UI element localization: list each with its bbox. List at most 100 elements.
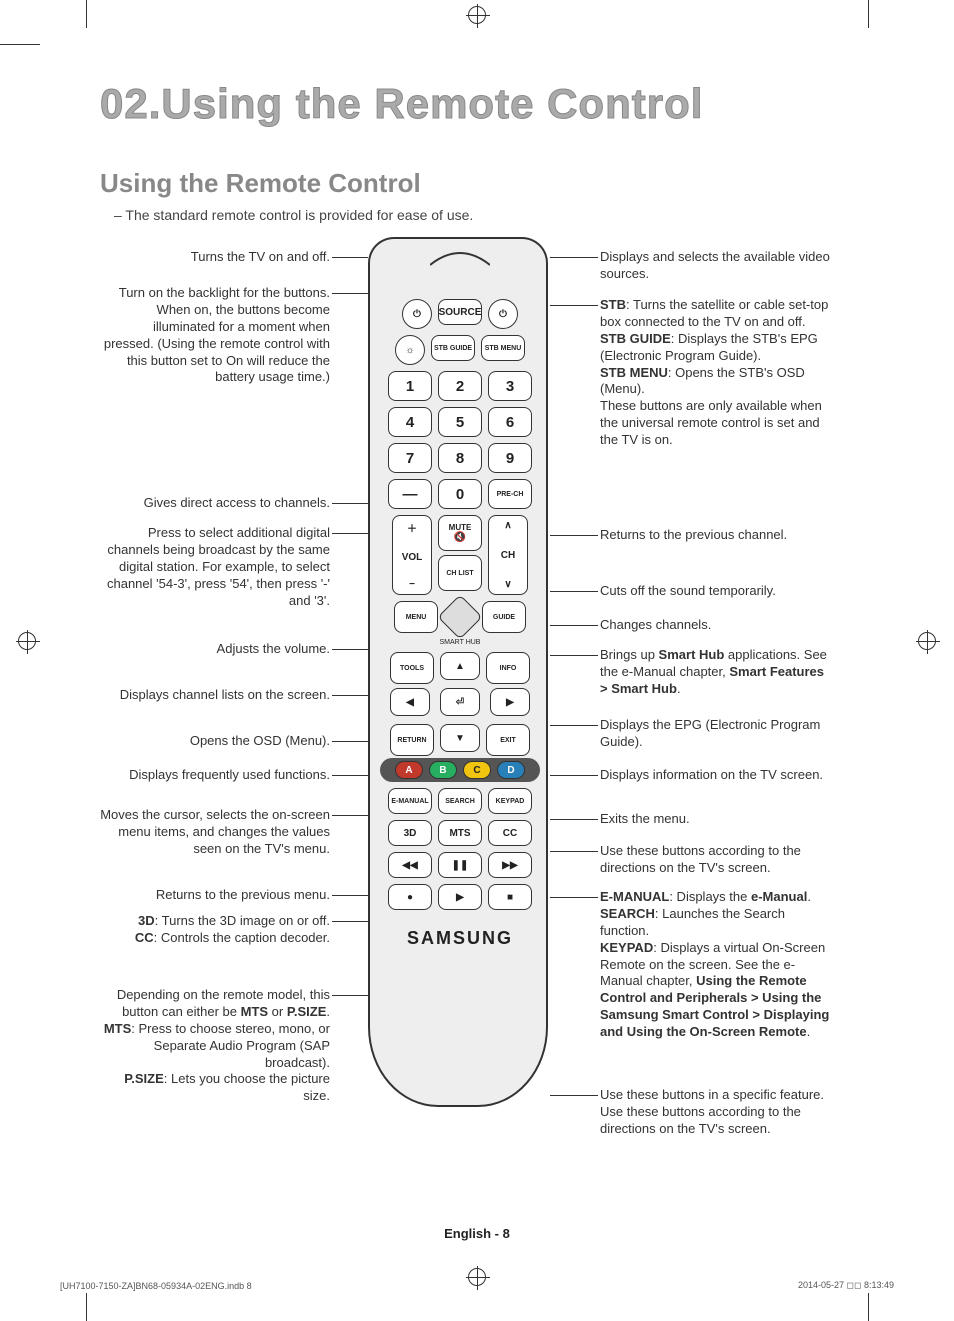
num-3[interactable]: 3 bbox=[488, 371, 532, 401]
num-4[interactable]: 4 bbox=[388, 407, 432, 437]
right-leader-2 bbox=[550, 535, 598, 536]
crop-tl-h bbox=[0, 44, 40, 45]
record-button[interactable]: ● bbox=[388, 884, 432, 910]
mute-icon: 🔇 bbox=[454, 532, 466, 543]
right-callout-7: Displays information on the TV screen. bbox=[600, 767, 830, 784]
menu-button[interactable]: MENU bbox=[394, 601, 438, 633]
left-callout-3: Press to select additional digital chann… bbox=[100, 525, 330, 609]
stb-menu-button[interactable]: STB MENU bbox=[481, 335, 525, 361]
reg-bottom bbox=[468, 1268, 486, 1286]
mts-button[interactable]: MTS bbox=[438, 820, 482, 846]
dpad-right[interactable]: ▶ bbox=[490, 688, 530, 716]
cc-button[interactable]: CC bbox=[488, 820, 532, 846]
ch-list-button[interactable]: CH LIST bbox=[438, 555, 482, 591]
play-button[interactable]: ▶ bbox=[438, 884, 482, 910]
right-callout-10: E-MANUAL: Displays the e-Manual.SEARCH: … bbox=[600, 889, 830, 1041]
dpad-left[interactable]: ◀ bbox=[390, 688, 430, 716]
smart-hub-label: SMART HUB bbox=[440, 639, 481, 646]
smart-hub-button[interactable] bbox=[437, 594, 482, 639]
row-abcd: A B C D bbox=[380, 758, 540, 782]
print-meta-right: 2014-05-27 ◻◻ 8:13:49 bbox=[798, 1280, 894, 1291]
num-5[interactable]: 5 bbox=[438, 407, 482, 437]
color-a-button[interactable]: A bbox=[395, 761, 423, 779]
exit-button[interactable]: EXIT bbox=[486, 724, 530, 756]
num-8[interactable]: 8 bbox=[438, 443, 482, 473]
dpad-enter[interactable]: ⏎ bbox=[440, 688, 480, 716]
stb-power-button[interactable]: ⏻ bbox=[488, 299, 518, 329]
ir-window-icon bbox=[430, 247, 490, 267]
left-leader-10 bbox=[332, 921, 368, 922]
guide-button[interactable]: GUIDE bbox=[482, 601, 526, 633]
brand-logo: SAMSUNG bbox=[407, 928, 513, 949]
search-button[interactable]: SEARCH bbox=[438, 788, 482, 814]
right-leader-3 bbox=[550, 591, 598, 592]
left-callout-10: 3D: Turns the 3D image on or off.CC: Con… bbox=[100, 913, 330, 947]
chapter-title: 02.Using the Remote Control bbox=[100, 80, 854, 128]
emanual-button[interactable]: E-MANUAL bbox=[388, 788, 432, 814]
right-leader-5 bbox=[550, 655, 598, 656]
right-callout-8: Exits the menu. bbox=[600, 811, 830, 828]
right-callout-5: Brings up Smart Hub applications. See th… bbox=[600, 647, 830, 698]
right-callout-11: Use these buttons in a specific feature.… bbox=[600, 1087, 830, 1138]
num-0[interactable]: 0 bbox=[438, 479, 482, 509]
pre-ch-button[interactable]: PRE-CH bbox=[488, 479, 532, 509]
return-button[interactable]: RETURN bbox=[390, 724, 434, 756]
left-callout-8: Moves the cursor, selects the on-screen … bbox=[100, 807, 330, 858]
row-num2: 4 5 6 bbox=[380, 407, 540, 437]
num-2[interactable]: 2 bbox=[438, 371, 482, 401]
row-num4: — 0 PRE-CH bbox=[380, 479, 540, 509]
forward-button[interactable]: ▶▶ bbox=[488, 852, 532, 878]
stb-guide-button[interactable]: STB GUIDE bbox=[431, 335, 475, 361]
row-menu-guide: MENU GUIDE bbox=[380, 601, 540, 633]
num-1[interactable]: 1 bbox=[388, 371, 432, 401]
crop-bl-v bbox=[86, 1293, 87, 1321]
left-callout-9: Returns to the previous menu. bbox=[100, 887, 330, 904]
color-c-button[interactable]: C bbox=[463, 761, 491, 779]
right-callout-6: Displays the EPG (Electronic Program Gui… bbox=[600, 717, 830, 751]
num-6[interactable]: 6 bbox=[488, 407, 532, 437]
color-b-button[interactable]: B bbox=[429, 761, 457, 779]
stop-button[interactable]: ■ bbox=[488, 884, 532, 910]
reg-right bbox=[918, 632, 936, 650]
num-7[interactable]: 7 bbox=[388, 443, 432, 473]
crop-tl-v bbox=[86, 0, 87, 28]
pause-button[interactable]: ❚❚ bbox=[438, 852, 482, 878]
remote-body: ⏻ SOURCE ⏻ ☼ STB GUIDE STB MENU 1 2 3 4 … bbox=[368, 237, 548, 1107]
row-transport1: ◀◀ ❚❚ ▶▶ bbox=[380, 852, 540, 878]
left-leader-11 bbox=[332, 995, 368, 996]
vol-label: VOL bbox=[402, 552, 423, 563]
keypad-button[interactable]: KEYPAD bbox=[488, 788, 532, 814]
dpad-down[interactable]: ▼ bbox=[440, 724, 480, 752]
backlight-button[interactable]: ☼ bbox=[395, 335, 425, 365]
row-num1: 1 2 3 bbox=[380, 371, 540, 401]
left-callout-0: Turns the TV on and off. bbox=[100, 249, 330, 266]
ch-up-icon: ∧ bbox=[504, 520, 511, 531]
right-leader-1 bbox=[550, 305, 598, 306]
vol-down-icon: − bbox=[409, 579, 415, 590]
reg-top bbox=[468, 6, 486, 24]
rewind-button[interactable]: ◀◀ bbox=[388, 852, 432, 878]
info-button[interactable]: INFO bbox=[486, 652, 530, 684]
section-title: Using the Remote Control bbox=[100, 168, 854, 199]
right-leader-7 bbox=[550, 775, 598, 776]
vol-up-icon: ＋ bbox=[407, 520, 417, 535]
row-emanual: E-MANUAL SEARCH KEYPAD bbox=[380, 788, 540, 814]
row-stb: ☼ STB GUIDE STB MENU bbox=[380, 335, 540, 365]
color-d-button[interactable]: D bbox=[497, 761, 525, 779]
mute-button[interactable]: MUTE 🔇 bbox=[438, 515, 482, 551]
dpad-up[interactable]: ▲ bbox=[440, 652, 480, 680]
3d-button[interactable]: 3D bbox=[388, 820, 432, 846]
source-button[interactable]: SOURCE bbox=[438, 299, 482, 325]
right-leader-8 bbox=[550, 819, 598, 820]
num-9[interactable]: 9 bbox=[488, 443, 532, 473]
channel-rocker[interactable]: ∧ CH ∨ bbox=[488, 515, 528, 595]
left-leader-5 bbox=[332, 695, 368, 696]
left-callout-5: Displays channel lists on the screen. bbox=[100, 687, 330, 704]
tools-button[interactable]: TOOLS bbox=[390, 652, 434, 684]
dash-button[interactable]: — bbox=[388, 479, 432, 509]
dpad: TOOLS ▲ INFO ◀ ⏎ ▶ RETURN ▼ EXIT bbox=[390, 652, 530, 752]
power-button[interactable]: ⏻ bbox=[402, 299, 432, 329]
volume-rocker[interactable]: ＋ VOL − bbox=[392, 515, 432, 595]
intro-text: – The standard remote control is provide… bbox=[100, 207, 854, 223]
right-callout-3: Cuts off the sound temporarily. bbox=[600, 583, 830, 600]
